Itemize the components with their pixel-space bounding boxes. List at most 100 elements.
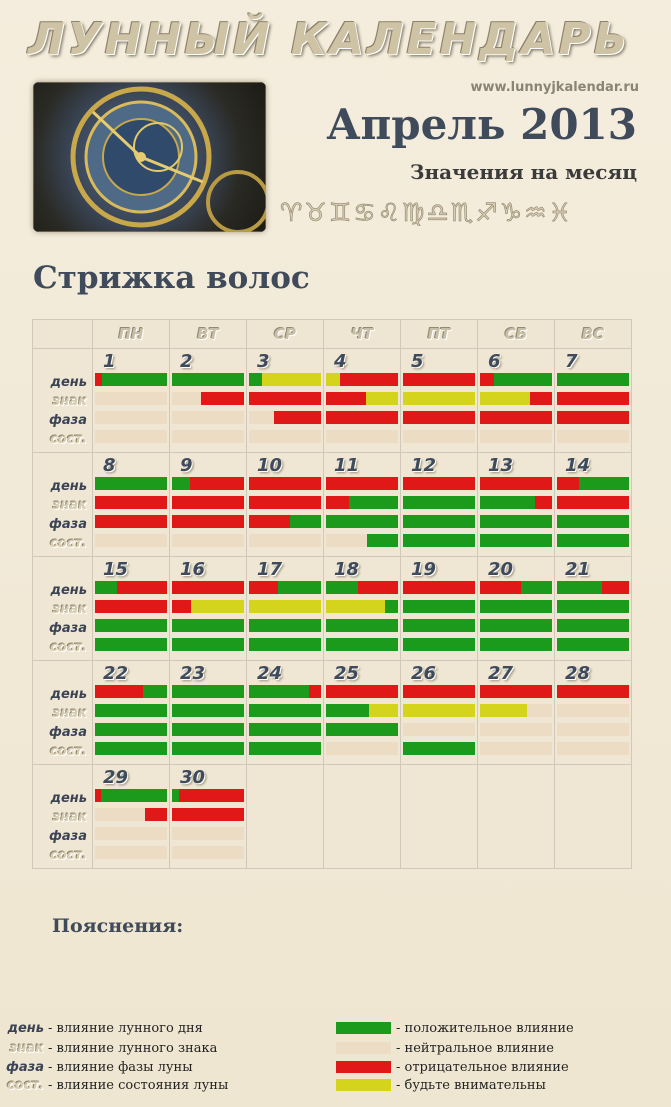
influence-segment: [261, 373, 321, 386]
influence-bar-phase: [557, 619, 629, 632]
influence-bar-state: [95, 638, 167, 651]
influence-segment: [95, 742, 167, 755]
influence-bar-phase: [403, 411, 475, 424]
week-row: день знак фаза сост. 22 23 24 25 26 27 28: [32, 660, 632, 765]
influence-segment: [557, 392, 629, 405]
day-cell: 10: [246, 452, 324, 557]
influence-bar-day: [326, 581, 398, 594]
influence-bar-state: [95, 742, 167, 755]
legend-key-state: сост.: [7, 1077, 44, 1093]
influence-segment: [578, 477, 629, 490]
influence-bar-phase: [326, 619, 398, 632]
influence-bar-day: [480, 477, 552, 490]
influence-segment: [557, 723, 629, 736]
influence-segment: [277, 581, 321, 594]
day-number: 7: [565, 351, 578, 372]
influence-segment: [95, 619, 167, 632]
row-label-phase: фаза: [49, 725, 87, 740]
influence-segment: [172, 600, 192, 613]
influence-segment: [557, 534, 629, 547]
site-logo[interactable]: ЛУННЫЙ КАЛЕНДАРЬ: [28, 14, 631, 65]
legend-key-sign: знак: [9, 1040, 44, 1056]
day-cell: 1: [92, 348, 170, 453]
influence-bar-state: [480, 430, 552, 443]
influence-segment: [95, 392, 167, 405]
influence-segment: [249, 496, 321, 509]
influence-segment: [249, 477, 321, 490]
influence-segment: [249, 600, 321, 613]
influence-bar-sign: [557, 704, 629, 717]
influence-segment: [326, 392, 366, 405]
empty-day-cell: [400, 764, 478, 869]
influence-segment: [365, 392, 398, 405]
day-number: 21: [565, 559, 591, 580]
legend-row-negative: - отрицательное влияние: [336, 1058, 569, 1076]
astronomical-clock-image: [33, 82, 266, 232]
influence-segment: [172, 411, 244, 424]
influence-segment: [326, 581, 359, 594]
influence-bar-day: [326, 477, 398, 490]
day-cell: 22: [92, 660, 170, 765]
influence-bar-state: [172, 534, 244, 547]
svg-text:♈♉♊♋♌♍♎♏♐♑♒♓: ♈♉♊♋♌♍♎♏♐♑♒♓: [280, 198, 573, 227]
influence-bar-day: [249, 477, 321, 490]
influence-bar-day: [249, 373, 321, 386]
day-cell: 25: [323, 660, 401, 765]
influence-segment: [557, 742, 629, 755]
day-number: 13: [488, 455, 514, 476]
row-label-day: день: [50, 375, 87, 390]
influence-bar-state: [249, 534, 321, 547]
day-cell: 4: [323, 348, 401, 453]
site-url[interactable]: www.lunnyjkalendar.ru: [470, 80, 639, 95]
page-title: Стрижка волос: [33, 260, 310, 296]
influence-segment: [249, 581, 278, 594]
influence-segment: [340, 373, 398, 386]
influence-bar-state: [480, 534, 552, 547]
influence-bar-day: [326, 373, 398, 386]
calendar-grid: ПН ВТ СР ЧТ ПТ СБ ВС день знак фаза сост. 1 2…: [32, 319, 632, 869]
day-number: 1: [103, 351, 116, 372]
day-cell: 7: [554, 348, 632, 453]
weekday-header: ПН: [92, 319, 170, 349]
day-cell: 11: [323, 452, 401, 557]
influence-segment: [172, 477, 190, 490]
influence-bar-day: [249, 685, 321, 698]
influence-bar-sign: [326, 704, 398, 717]
month-title: Апрель 2013: [326, 100, 637, 149]
day-cell: 14: [554, 452, 632, 557]
day-number: 23: [180, 663, 206, 684]
row-labels: день знак фаза сост.: [32, 452, 93, 557]
influence-bar-day: [557, 581, 629, 594]
day-cell: 18: [323, 556, 401, 661]
weekday-header: ПТ: [400, 319, 478, 349]
day-number: 24: [257, 663, 283, 684]
influence-segment: [95, 723, 167, 736]
influence-segment: [172, 638, 244, 651]
influence-segment: [249, 534, 321, 547]
influence-segment: [308, 685, 321, 698]
legend-text-sign: - влияние лунного знака: [48, 1040, 218, 1056]
legend-swatch-neutral: [336, 1042, 391, 1054]
influence-bar-day: [172, 685, 244, 698]
day-cell: 27: [477, 660, 555, 765]
influence-bar-phase: [480, 619, 552, 632]
influence-bar-state: [326, 742, 398, 755]
influence-segment: [557, 619, 629, 632]
day-cell: 23: [169, 660, 247, 765]
influence-bar-state: [95, 534, 167, 547]
influence-segment: [480, 534, 552, 547]
influence-segment: [557, 477, 579, 490]
influence-segment: [521, 581, 552, 594]
influence-bar-phase: [403, 723, 475, 736]
influence-segment: [274, 411, 321, 424]
influence-segment: [557, 411, 629, 424]
influence-segment: [403, 685, 475, 698]
day-number: 12: [411, 455, 437, 476]
weekday-header: СБ: [477, 319, 555, 349]
influence-segment: [326, 477, 398, 490]
influence-bar-sign: [95, 704, 167, 717]
day-cell: 2: [169, 348, 247, 453]
influence-segment: [557, 600, 629, 613]
legend-row-attention: - будьте внимательны: [336, 1076, 546, 1094]
